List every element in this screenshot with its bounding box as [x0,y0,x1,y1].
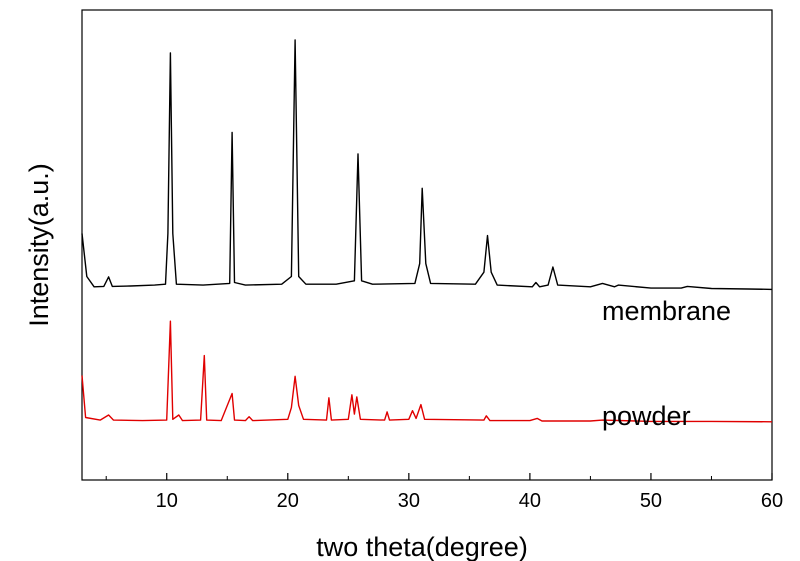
series-line-powder [81,320,773,423]
x-tick-label: 20 [277,490,299,512]
x-axis-title: two theta(degree) [316,532,528,561]
x-tick-label: 50 [640,490,662,512]
x-tick-labels: 10 20 30 40 50 60 [156,490,784,512]
plot-frame [81,9,773,481]
series-label-membrane: membrane [602,296,731,326]
x-tick-label: 40 [519,490,541,512]
x-tick-label: 10 [156,490,178,512]
x-tick-label: 30 [398,490,420,512]
y-axis-title: Intensity(a.u.) [24,163,54,327]
series-label-powder: powder [602,401,691,431]
x-ticks [105,473,773,480]
series-layer [81,39,773,423]
series-line-membrane [81,39,773,291]
x-tick-label: 60 [761,490,783,512]
